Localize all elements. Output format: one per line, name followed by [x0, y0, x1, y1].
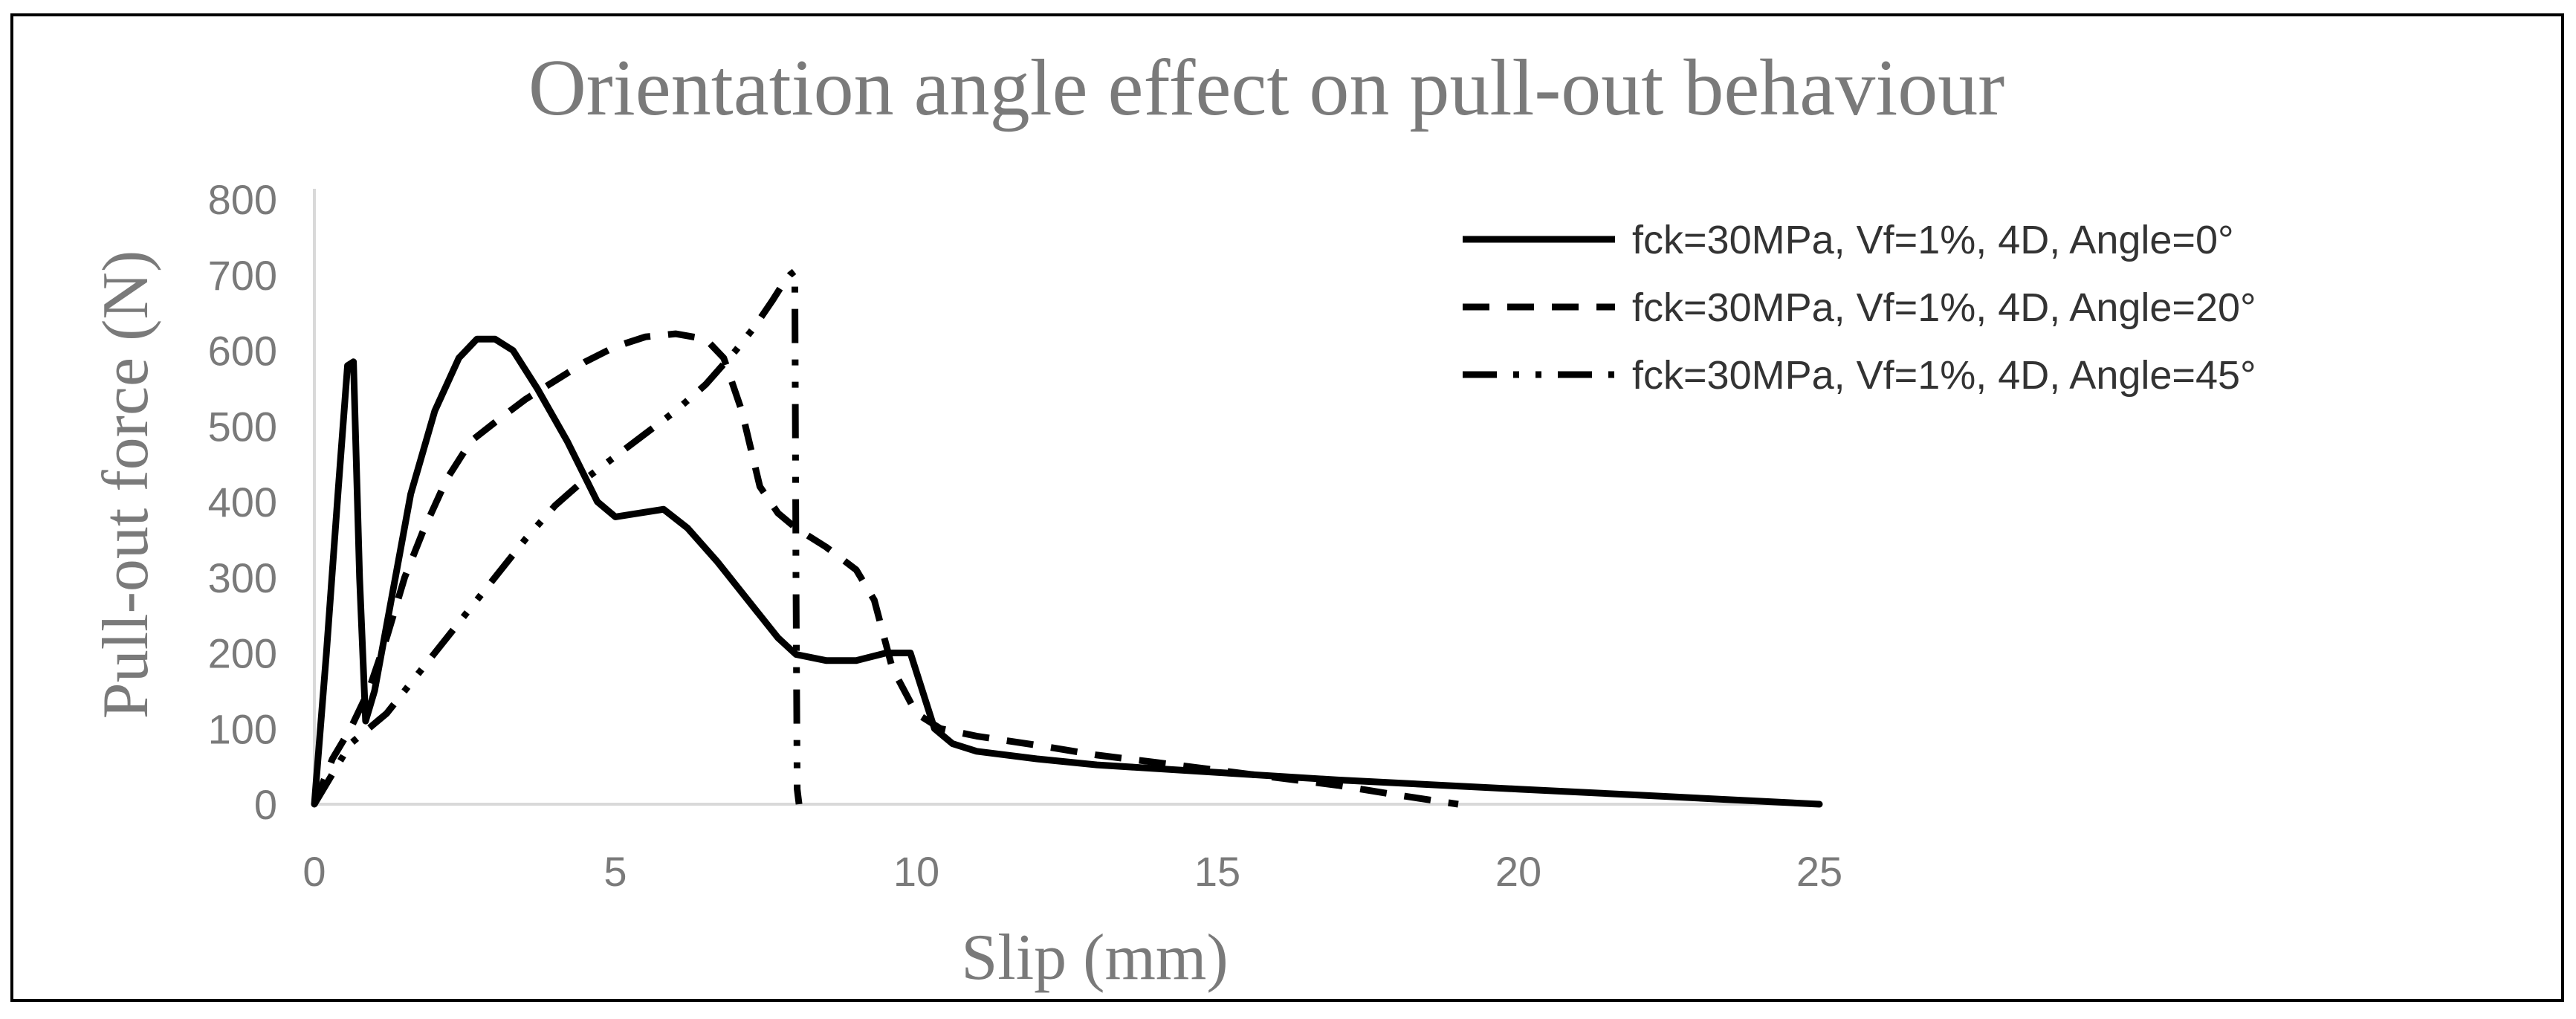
legend-label-1: fck=30MPa, Vf=1%, 4D, Angle=0°	[1632, 218, 2234, 262]
y-tick-label: 100	[208, 705, 277, 752]
series-line-2	[311, 330, 1459, 808]
chart-title: Orientation angle effect on pull-out beh…	[528, 44, 2004, 132]
y-axis-title: Pull-out force (N)	[90, 250, 162, 719]
y-tick-label: 400	[208, 479, 277, 525]
chart-canvas: Orientation angle effect on pull-out beh…	[90, 44, 2256, 994]
axes: 0 100 200 300 400 500 600 700 800 0 5 10 15 20 25	[208, 176, 1843, 895]
y-tick-label: 500	[208, 403, 277, 450]
x-tick-label: 25	[1796, 848, 1842, 895]
x-tick-label: 10	[893, 848, 939, 895]
legend: fck=30MPa, Vf=1%, 4D, Angle=0° fck=30MPa,…	[1463, 218, 2256, 398]
chart-frame: Orientation angle effect on pull-out beh…	[10, 13, 2564, 1002]
y-tick-label: 300	[208, 554, 277, 601]
series-layer	[311, 268, 1823, 808]
x-tick-label: 15	[1194, 848, 1240, 895]
legend-label-2: fck=30MPa, Vf=1%, 4D, Angle=20°	[1632, 285, 2256, 330]
series-line-3	[311, 268, 803, 806]
x-tick-label: 0	[302, 848, 326, 895]
y-tick-label: 800	[208, 176, 277, 223]
y-tick-label: 700	[208, 252, 277, 299]
y-tick-label: 0	[254, 781, 277, 828]
x-axis-title: Slip (mm)	[961, 922, 1228, 994]
series-line-1	[311, 335, 1823, 808]
y-tick-label: 200	[208, 630, 277, 677]
x-tick-label: 5	[603, 848, 627, 895]
legend-label-3: fck=30MPa, Vf=1%, 4D, Angle=45°	[1632, 353, 2256, 398]
y-tick-label: 600	[208, 328, 277, 375]
x-tick-label: 20	[1495, 848, 1541, 895]
